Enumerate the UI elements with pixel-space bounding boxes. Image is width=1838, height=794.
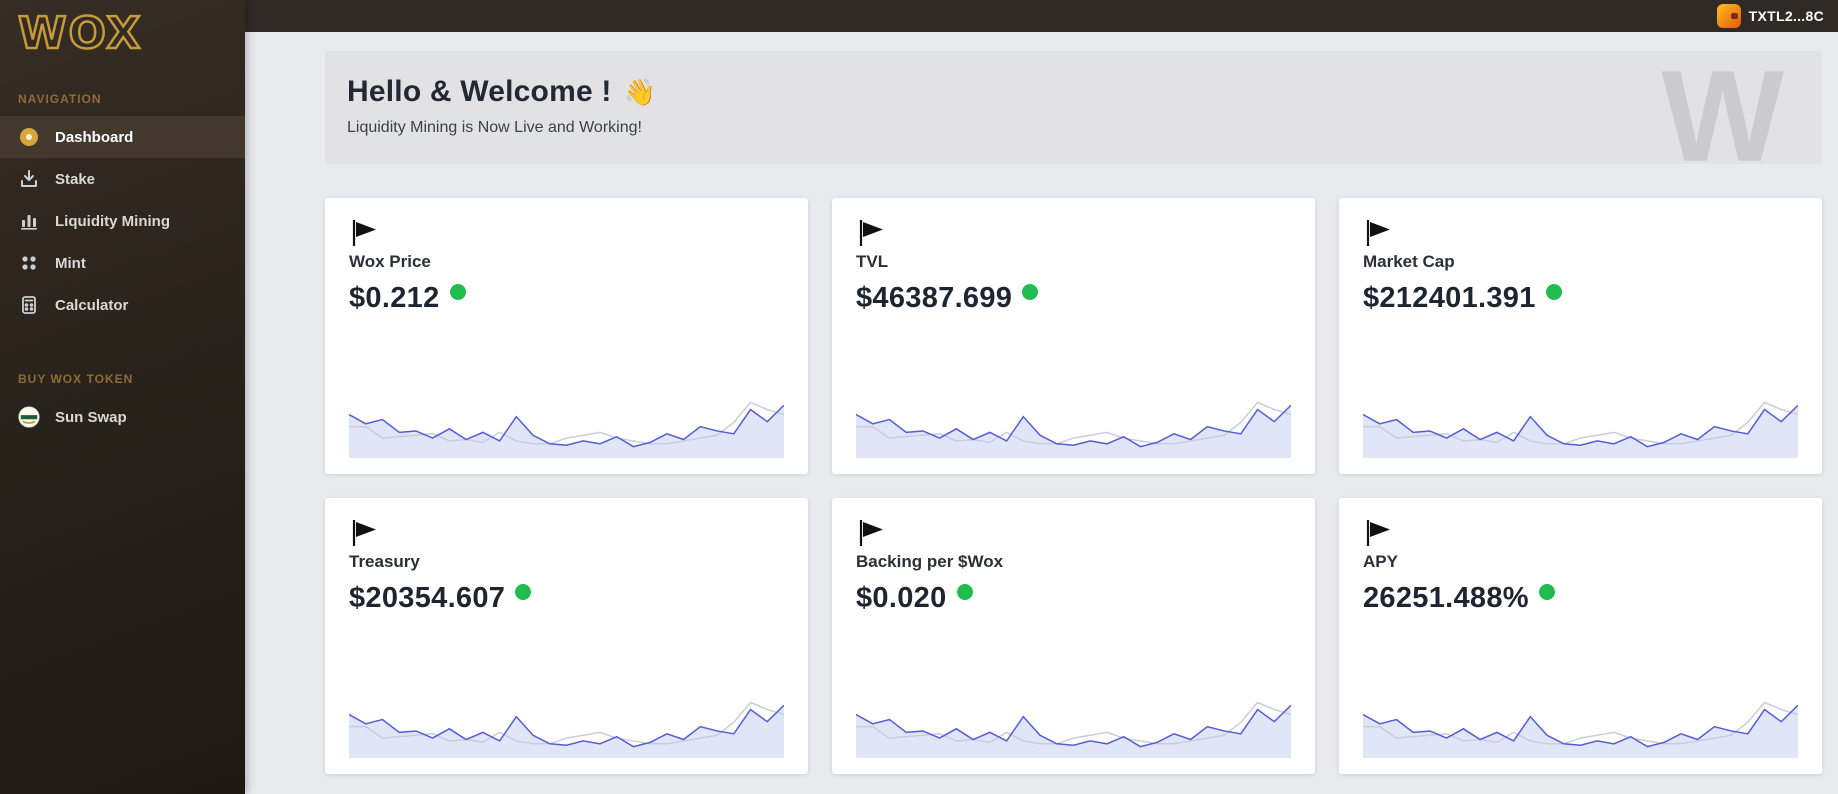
sidebar-item-label: Calculator — [55, 296, 129, 314]
status-dot — [515, 584, 532, 600]
welcome-subtitle: Liquidity Mining is Now Live and Working… — [347, 119, 642, 136]
welcome-title: Hello & Welcome ! — [347, 75, 612, 108]
stat-value: $0.212 — [349, 282, 440, 314]
sparkline-chart — [349, 374, 784, 458]
stat-value: 26251.488% — [1363, 582, 1529, 614]
stat-card-treasury: Treasury $20354.607 — [325, 498, 808, 774]
liquidity-mining-icon — [18, 210, 40, 232]
wave-emoji: 👋 — [623, 76, 656, 107]
sidebar-item-label: Liquidity Mining — [55, 212, 170, 230]
status-dot — [956, 584, 973, 600]
flag-icon — [859, 220, 883, 246]
wallet-address: TXTL2...8C — [1748, 8, 1824, 24]
buy-section-label: BUY WOX TOKEN — [18, 372, 134, 387]
stat-label: Backing per $Wox — [856, 552, 1004, 571]
status-dot — [1538, 584, 1555, 600]
stat-value: $0.020 — [856, 582, 947, 614]
sparkline-chart — [1363, 374, 1798, 458]
stat-card-backing: Backing per $Wox $0.020 — [832, 498, 1315, 774]
flag-icon — [352, 220, 376, 246]
status-dot — [449, 284, 466, 300]
stat-value: $46387.699 — [856, 282, 1013, 314]
sun-swap-icon — [18, 406, 40, 428]
welcome-banner: Hello & Welcome ! 👋 Liquidity Mining is … — [325, 51, 1822, 164]
stat-label: TVL — [856, 252, 889, 271]
stat-value: $212401.391 — [1363, 282, 1536, 314]
sidebar-item-label: Mint — [55, 254, 86, 272]
stat-label: Treasury — [349, 552, 420, 571]
wallet-icon — [1716, 4, 1741, 28]
stat-label: APY — [1363, 552, 1398, 571]
main-content: Hello & Welcome ! 👋 Liquidity Mining is … — [245, 0, 1838, 794]
flag-icon — [1366, 220, 1390, 246]
wallet-button[interactable]: TXTL2...8C — [1716, 4, 1824, 28]
flag-icon — [859, 520, 883, 546]
status-dot — [1545, 284, 1562, 300]
sparkline-chart — [856, 374, 1291, 458]
stats-grid: Wox Price $0.212 TVL $46387.699 Market C… — [325, 198, 1822, 774]
w-watermark: W — [1661, 51, 1784, 164]
sparkline-chart — [856, 674, 1291, 758]
status-dot — [1022, 284, 1039, 300]
sidebar-item-liquidity-mining[interactable]: Liquidity Mining — [0, 200, 245, 242]
nav-section-label: NAVIGATION — [18, 92, 102, 107]
stat-value: $20354.607 — [349, 582, 506, 614]
stat-card-apy: APY 26251.488% — [1339, 498, 1822, 774]
mint-icon — [18, 252, 40, 274]
sidebar-item-label: Sun Swap — [55, 408, 127, 426]
sparkline-chart — [349, 674, 784, 758]
wox-logo: WOX — [17, 8, 143, 59]
flag-icon — [352, 520, 376, 546]
dashboard-icon — [18, 126, 40, 148]
stat-card-market-cap: Market Cap $212401.391 — [1339, 198, 1822, 474]
sidebar-item-sun-swap[interactable]: Sun Swap — [0, 396, 245, 438]
stake-icon — [18, 168, 40, 190]
stat-label: Market Cap — [1363, 252, 1455, 271]
stat-label: Wox Price — [349, 252, 431, 271]
sparkline-chart — [1363, 674, 1798, 758]
flag-icon — [1366, 520, 1390, 546]
sidebar-item-dashboard[interactable]: Dashboard — [0, 116, 245, 159]
calculator-icon — [18, 294, 40, 316]
sidebar-item-mint[interactable]: Mint — [0, 242, 245, 284]
sidebar-item-calculator[interactable]: Calculator — [0, 284, 245, 326]
sidebar-item-stake[interactable]: Stake — [0, 158, 245, 200]
sidebar-item-label: Stake — [55, 170, 96, 188]
topbar: TXTL2...8C — [0, 0, 1838, 32]
stat-card-tvl: TVL $46387.699 — [832, 198, 1315, 474]
sidebar: WOX NAVIGATION Dashboard Stake Liquidity… — [0, 0, 245, 794]
stat-card-wox-price: Wox Price $0.212 — [325, 198, 808, 474]
sidebar-item-label: Dashboard — [55, 128, 134, 146]
